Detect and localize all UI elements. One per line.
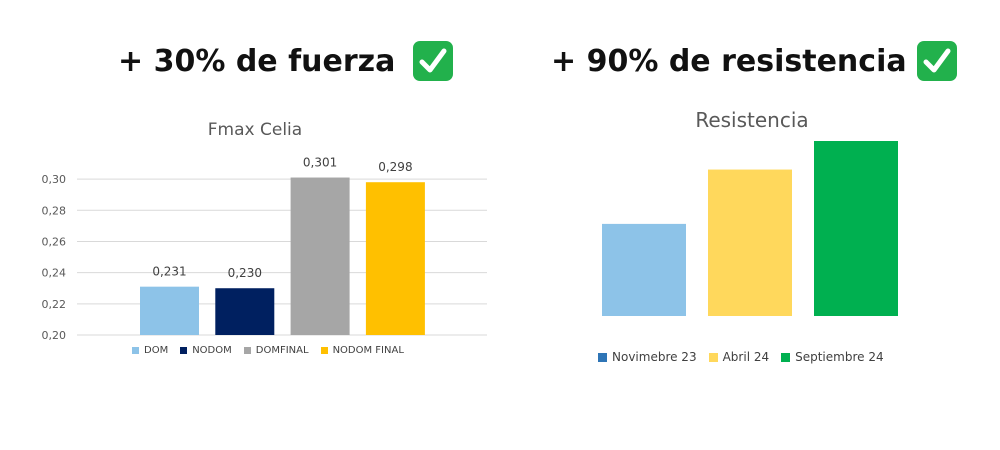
legend-item: Abril 24	[708, 350, 770, 364]
legend-label: DOM	[144, 345, 169, 356]
y-tick-label: 0,26	[42, 235, 67, 248]
legend-label: DOMFINAL	[255, 345, 309, 356]
bar-novimebre-23	[602, 223, 686, 316]
legend-label: NODOM	[192, 345, 232, 356]
y-tick-label: 0,20	[42, 329, 67, 342]
y-tick-label: 0,30	[42, 173, 67, 186]
legend-item: Septiembre 24	[781, 350, 884, 364]
legend-item: DOMFINAL	[243, 345, 309, 356]
legend-swatch	[781, 352, 791, 362]
y-tick-label: 0,28	[42, 204, 67, 217]
legend-label: Abril 24	[722, 350, 770, 364]
bar-nodom-final	[365, 182, 425, 335]
strength-headline: + 30% de fuerza	[118, 36, 454, 86]
bar-domfinal	[290, 177, 350, 335]
data-label: 0,230	[228, 266, 262, 280]
legend-swatch	[320, 347, 328, 354]
data-label: 0,231	[152, 265, 186, 279]
bar-dom	[140, 286, 199, 335]
y-tick-label: 0,24	[42, 267, 67, 280]
legend-swatch	[180, 347, 188, 354]
resistencia-chart-title: Resistencia	[695, 108, 809, 132]
legend-item: Novimebre 23	[598, 350, 697, 364]
check-mark-button-icon	[916, 41, 957, 81]
legend-swatch	[132, 347, 139, 354]
fmax-chart-title: Fmax Celia	[207, 120, 303, 140]
legend-swatch	[708, 352, 718, 362]
bar-nodom	[215, 288, 275, 335]
resistencia-chart-legend: Novimebre 23 Abril 24 Septiembre 24	[598, 350, 896, 364]
y-tick-label: 0,22	[42, 298, 67, 311]
check-mark-button-icon	[413, 41, 454, 81]
legend-label: Novimebre 23	[612, 350, 697, 364]
endurance-headline-text: + 90% de resistencia	[551, 43, 907, 79]
legend-item: NODOM	[180, 345, 232, 356]
fmax-chart-legend: DOM NODOM DOMFINAL NODOM FINAL	[132, 345, 416, 356]
legend-item: NODOM FINAL	[320, 345, 404, 356]
legend-item: DOM	[132, 345, 168, 356]
legend-label: Septiembre 24	[795, 350, 884, 364]
data-label: 0,301	[303, 156, 337, 170]
endurance-headline: + 90% de resistencia	[551, 36, 957, 86]
legend-swatch	[243, 347, 251, 354]
bar-abril-24	[708, 169, 792, 316]
bar-septiembre-24	[814, 141, 898, 316]
strength-headline-text: + 30% de fuerza	[118, 43, 396, 79]
legend-label: NODOM FINAL	[332, 345, 404, 356]
legend-swatch	[598, 352, 607, 362]
data-label: 0,298	[378, 160, 412, 174]
